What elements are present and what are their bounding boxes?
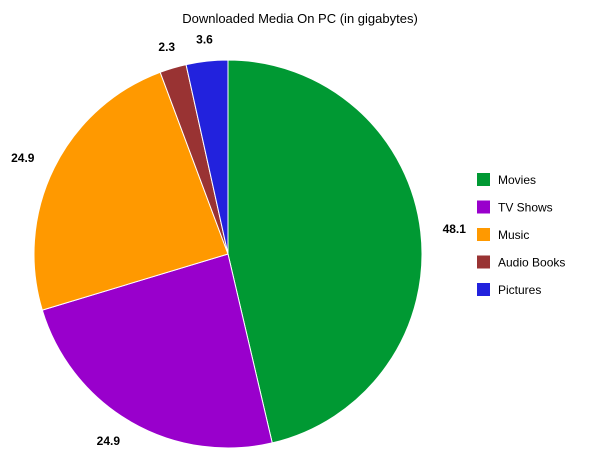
- data-label-tv-shows: 24.9: [97, 434, 121, 448]
- legend-swatch-movies: [477, 173, 490, 186]
- legend-label-tv-shows: TV Shows: [498, 201, 553, 215]
- legend-label-music: Music: [498, 228, 529, 242]
- pie-slice-tv-shows: [41, 253, 273, 449]
- pie-slice-pictures: [185, 59, 229, 255]
- data-label-audio-books: 2.3: [158, 40, 175, 54]
- data-label-pictures: 3.6: [196, 32, 213, 46]
- chart-title: Downloaded Media On PC (in gigabytes): [182, 11, 418, 26]
- legend-swatch-pictures: [477, 283, 490, 296]
- data-label-music: 24.9: [11, 151, 35, 165]
- legend-swatch-tv-shows: [477, 200, 490, 214]
- legend: Movies TV Shows Music Audio Books Pictures: [477, 173, 565, 297]
- legend-swatch-music: [477, 228, 490, 241]
- legend-label-audio-books: Audio Books: [498, 256, 565, 270]
- legend-item-audio-books: Audio Books: [477, 255, 565, 270]
- pie-slice-music: [33, 71, 229, 311]
- legend-item-movies: Movies: [477, 173, 536, 187]
- legend-swatch-audio-books: [477, 255, 490, 269]
- legend-item-pictures: Pictures: [477, 283, 541, 297]
- legend-label-pictures: Pictures: [498, 283, 541, 297]
- pie-slices: [33, 59, 423, 449]
- legend-item-tv-shows: TV Shows: [477, 200, 553, 215]
- data-label-movies: 48.1: [443, 222, 467, 236]
- legend-label-movies: Movies: [498, 173, 536, 187]
- pie-data-labels: 48.1 24.9 24.9 2.3 3.6: [11, 32, 466, 448]
- legend-item-music: Music: [477, 228, 529, 242]
- pie-slice-movies: [227, 59, 423, 444]
